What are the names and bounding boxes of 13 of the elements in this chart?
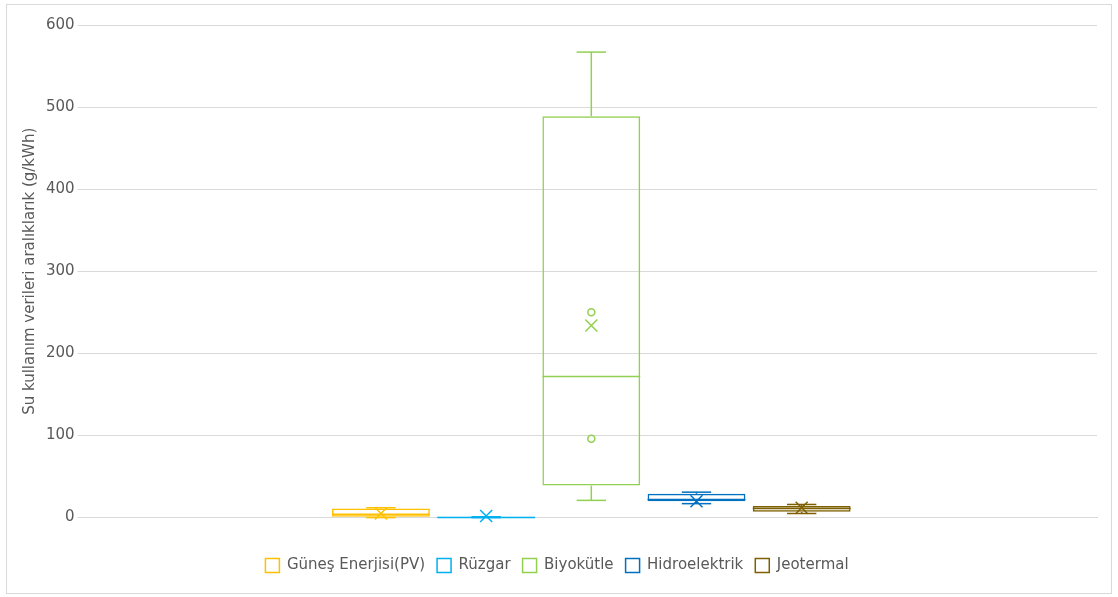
- legend-label: Hidroelektrik: [647, 555, 744, 574]
- y-tick-label: 600: [45, 14, 75, 33]
- legend-label: Güneş Enerjisi(PV): [286, 555, 426, 574]
- y-tick-label: 100: [45, 425, 75, 444]
- y-tick-label: 200: [45, 343, 75, 362]
- y-tick-label: 400: [45, 179, 75, 198]
- y-tick-label: 500: [45, 96, 75, 115]
- legend-label: Jeotermal: [775, 555, 849, 574]
- y-axis-title: Su kullanım verileri aralıklarık (g/kWh): [19, 127, 38, 415]
- legend-label: Rüzgar: [458, 555, 512, 574]
- y-tick-label: 300: [45, 261, 75, 280]
- y-tick-label: 0: [65, 507, 75, 526]
- legend-label: Biyokütle: [544, 555, 614, 574]
